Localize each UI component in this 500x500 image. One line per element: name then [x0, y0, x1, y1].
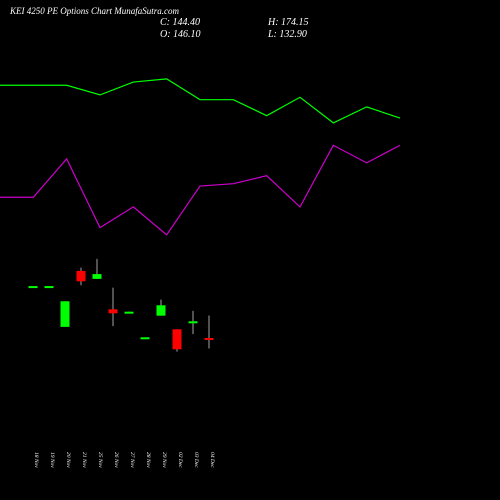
x-tick-label: 27 Nov: [129, 452, 135, 468]
candle-body: [140, 337, 150, 340]
ohlc-label: O: 146.10: [160, 29, 201, 40]
x-tick-label: 25 Nov: [97, 452, 103, 468]
candle-body: [28, 286, 38, 289]
x-tick-label: 03 Dec: [193, 452, 199, 468]
candle-body: [108, 309, 118, 314]
x-tick-label: 21 Nov: [81, 452, 87, 468]
chart-title: KEI 4250 PE Options Chart MunafaSutra.co…: [9, 6, 179, 16]
candle-body: [60, 301, 70, 327]
x-tick-label: 18 Nov: [33, 452, 39, 468]
ohlc-label: H: 174.15: [267, 17, 309, 28]
x-tick-label: 28 Nov: [145, 452, 151, 468]
candle-body: [204, 338, 214, 340]
x-tick-label: 19 Nov: [49, 452, 55, 468]
x-tick-label: 02 Dec: [177, 452, 183, 468]
indicator-line: [0, 144, 401, 236]
candle-body: [156, 305, 166, 316]
ohlc-label: C: 144.40: [160, 17, 200, 28]
candle-body: [172, 329, 182, 350]
x-tick-label: 26 Nov: [113, 452, 119, 468]
candle-body: [188, 321, 198, 324]
candle-body: [124, 311, 134, 314]
candle-body: [44, 286, 54, 289]
x-tick-label: 20 Nov: [65, 452, 71, 468]
candle-body: [76, 270, 86, 282]
candle-body: [92, 274, 102, 279]
x-tick-label: 29 Nov: [161, 452, 167, 468]
indicator-line: [0, 78, 401, 124]
ohlc-label: L: 132.90: [267, 29, 307, 40]
x-tick-label: 04 Dec: [209, 452, 216, 468]
